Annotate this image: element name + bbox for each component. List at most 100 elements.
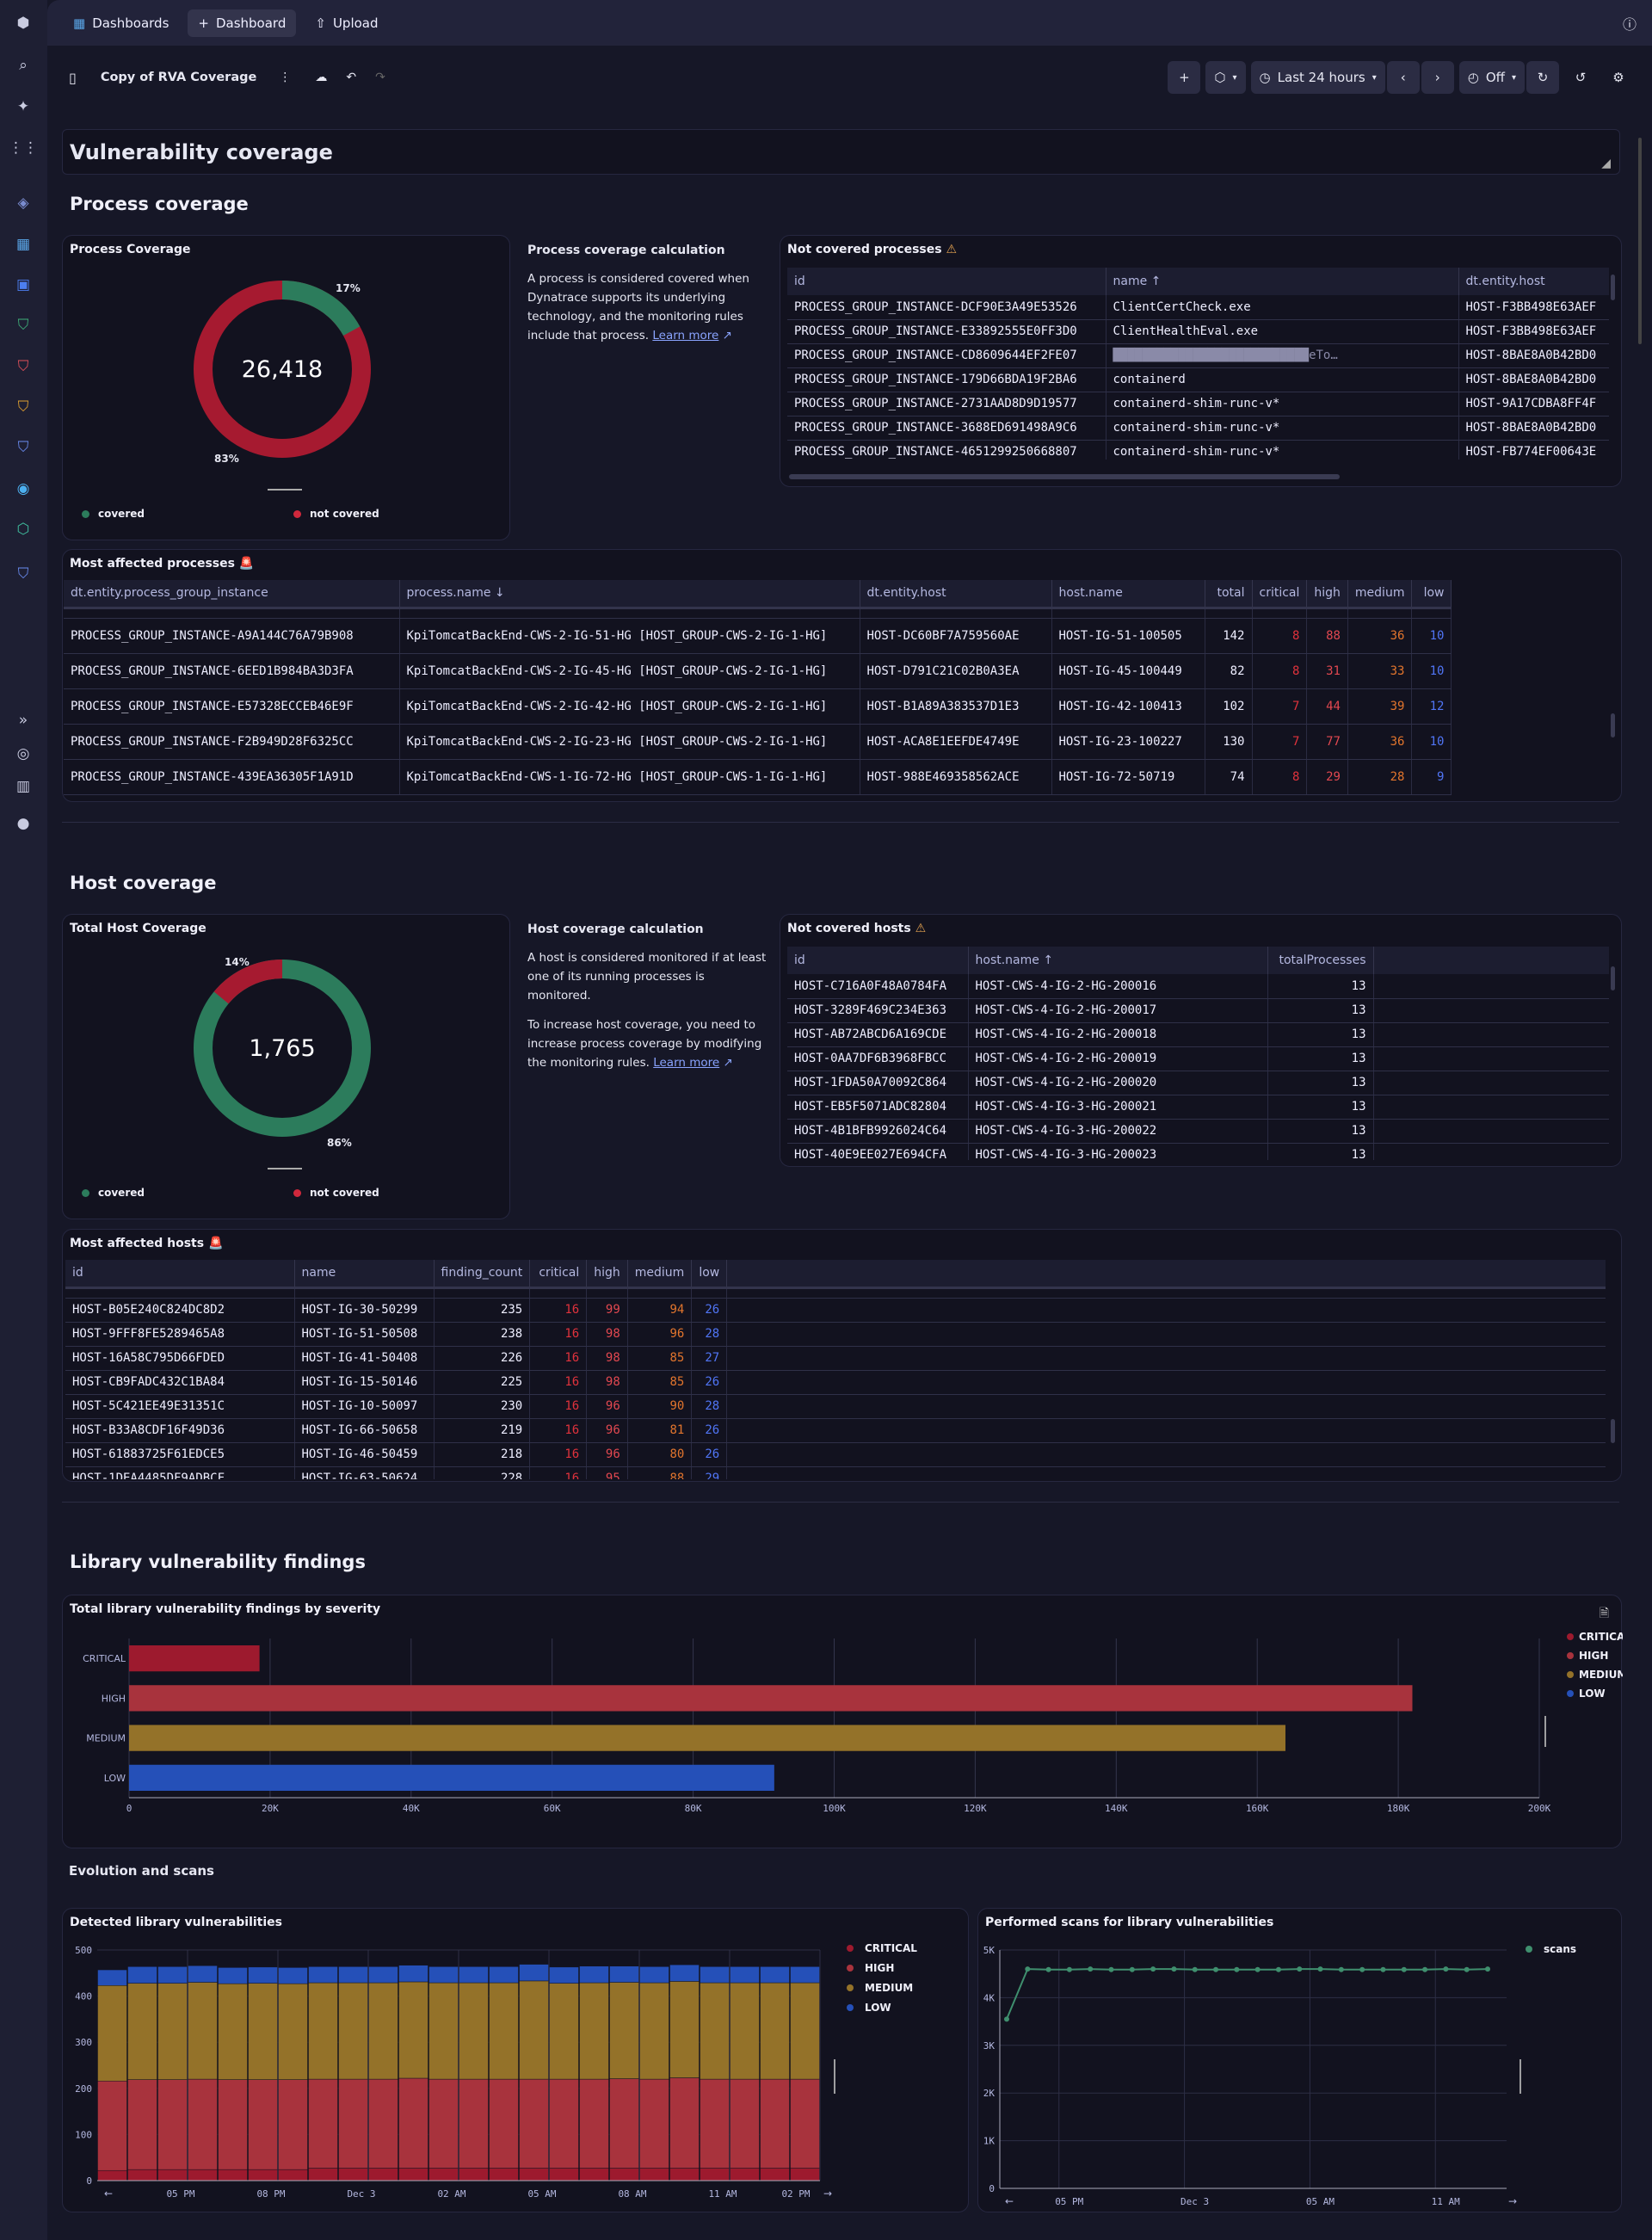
table-row[interactable]: HOST-C716A0F48A0784FA HOST-CWS-4-IG-2-HG-… bbox=[787, 974, 1609, 999]
table-row[interactable]: PROCESS_GROUP_INSTANCE-A9A144C76A79B908 K… bbox=[64, 618, 1452, 654]
column-header[interactable]: totalProcesses bbox=[1267, 947, 1374, 974]
column-header[interactable]: name bbox=[294, 1260, 435, 1287]
threat-app-icon[interactable]: ⛉ bbox=[17, 439, 29, 456]
resize-handle-icon[interactable]: ◢ bbox=[1601, 157, 1611, 170]
column-header[interactable]: id bbox=[65, 1260, 295, 1287]
refresh-button[interactable]: ↻ bbox=[1526, 61, 1559, 94]
legend-covered[interactable]: covered bbox=[82, 504, 145, 523]
table-row[interactable]: HOST-EB5F5071ADC82804 HOST-CWS-4-IG-3-HG-… bbox=[787, 1095, 1609, 1120]
column-header[interactable] bbox=[726, 1260, 1606, 1287]
observability-app-icon[interactable]: ◉ bbox=[16, 480, 30, 497]
table-row[interactable]: HOST-CB9FADC432C1BA84 HOST-IG-15-50146 225… bbox=[65, 1370, 1606, 1395]
add-tile-button[interactable]: + bbox=[1168, 61, 1201, 94]
table-row[interactable]: PROCESS_GROUP_INSTANCE-E57328ECCEB46E9F K… bbox=[64, 688, 1452, 725]
app-icon[interactable]: ▣ bbox=[15, 276, 31, 293]
settings-app-icon[interactable]: ⬡ bbox=[16, 521, 30, 538]
ai-sparkle-icon[interactable]: ✦ bbox=[16, 98, 30, 115]
sidebar-toggle-icon[interactable]: ▯ bbox=[69, 69, 77, 86]
more-options-icon[interactable]: ⋮ bbox=[279, 71, 292, 84]
column-header[interactable]: medium bbox=[1347, 580, 1413, 608]
dynatrace-logo-icon[interactable]: ⬢ bbox=[16, 15, 30, 32]
table-row[interactable]: PROCESS_GROUP_INSTANCE-179D66BDA19F2BA6 c… bbox=[787, 367, 1609, 392]
column-header[interactable]: dt.entity.host bbox=[860, 580, 1052, 608]
column-header[interactable]: process.name ↓ bbox=[399, 580, 860, 608]
horizontal-scrollbar[interactable] bbox=[789, 474, 1340, 479]
dashboard-name[interactable]: Copy of RVA Coverage bbox=[100, 71, 257, 84]
auto-refresh-selector[interactable]: ◴ Off ▾ bbox=[1458, 61, 1525, 94]
cloud-save-icon[interactable]: ☁ bbox=[315, 71, 328, 84]
dashboards-app-icon[interactable]: ▦ bbox=[15, 236, 31, 253]
help-icon[interactable]: ⓘ bbox=[1622, 15, 1637, 33]
history-icon[interactable]: ↺ bbox=[1575, 70, 1587, 85]
table-row[interactable]: HOST-B33A8CDF16F49D36 HOST-IG-66-50658 219… bbox=[65, 1418, 1606, 1443]
table-row[interactable]: HOST-16A58C795D66FDED HOST-IG-41-50408 226… bbox=[65, 1346, 1606, 1371]
table-row[interactable]: HOST-61883725F61EDCE5 HOST-IG-46-50459 218… bbox=[65, 1442, 1606, 1467]
settings-gear-icon[interactable]: ⚙ bbox=[1612, 70, 1624, 85]
search-icon[interactable]: ⌕ bbox=[19, 57, 28, 74]
column-header[interactable]: high bbox=[1306, 580, 1348, 608]
security-app-icon[interactable]: ⛉ bbox=[17, 358, 29, 375]
apps-grid-icon[interactable]: ⋮⋮ bbox=[9, 139, 38, 157]
table-row[interactable]: PROCESS_GROUP_INSTANCE-CD8609644EF2FE07 █… bbox=[787, 343, 1609, 368]
upload-button[interactable]: ⇧ Upload bbox=[305, 9, 388, 37]
legend-not-covered[interactable]: not covered bbox=[293, 1183, 379, 1202]
table-row[interactable]: PROCESS_GROUP_INSTANCE-3688ED691498A9C6 c… bbox=[787, 416, 1609, 441]
learn-more-link[interactable]: Learn more bbox=[653, 1056, 720, 1070]
table-row[interactable]: PROCESS_GROUP_INSTANCE-4651299250668807 c… bbox=[787, 440, 1609, 460]
column-header[interactable]: critical bbox=[1252, 580, 1308, 608]
column-header[interactable]: id bbox=[787, 947, 969, 974]
learn-more-link[interactable]: Learn more bbox=[652, 329, 719, 342]
table-row[interactable]: PROCESS_GROUP_INSTANCE-439EA36305F1A91D K… bbox=[64, 759, 1452, 795]
vertical-scrollbar[interactable] bbox=[1611, 966, 1615, 990]
segments-button[interactable]: ⬡ ▾ bbox=[1205, 61, 1246, 94]
vertical-scrollbar[interactable] bbox=[1611, 713, 1615, 737]
user-avatar-icon[interactable]: ● bbox=[16, 815, 30, 832]
document-icon[interactable]: 🗎 bbox=[1599, 1607, 1609, 1620]
table-row[interactable]: HOST-AB72ABCD6A169CDE HOST-CWS-4-IG-2-HG-… bbox=[787, 1022, 1609, 1047]
page-scrollbar[interactable] bbox=[1638, 138, 1642, 344]
table-row[interactable]: HOST-1DEA4485DF9ADBCF HOST-IG-63-50624 228… bbox=[65, 1466, 1606, 1479]
redo-icon[interactable]: ↷ bbox=[375, 71, 385, 84]
table-row[interactable]: HOST-B05E240C824DC8D2 HOST-IG-30-50299 235… bbox=[65, 1298, 1606, 1323]
column-header[interactable]: low bbox=[691, 1260, 728, 1287]
table-row[interactable]: PROCESS_GROUP_INSTANCE-F2B949D28F6325CC K… bbox=[64, 724, 1452, 760]
previous-timeframe-button[interactable]: ‹ bbox=[1386, 61, 1420, 94]
column-header[interactable] bbox=[1373, 947, 1609, 974]
undo-icon[interactable]: ↶ bbox=[346, 71, 357, 84]
table-row[interactable]: HOST-9FFF8FE5289465A8 HOST-IG-51-50508 238… bbox=[65, 1322, 1606, 1347]
vertical-scrollbar[interactable] bbox=[1611, 275, 1615, 300]
column-header[interactable]: dt.entity.host bbox=[1458, 268, 1609, 295]
column-header[interactable]: host.name ↑ bbox=[968, 947, 1268, 974]
table-row[interactable]: PROCESS_GROUP_INSTANCE-E33892555E0FF3D0 C… bbox=[787, 319, 1609, 344]
analytics-icon[interactable]: ▥ bbox=[15, 778, 31, 795]
table-row[interactable]: PROCESS_GROUP_INSTANCE-2731AAD8D9D19577 c… bbox=[787, 392, 1609, 417]
app-cube-icon[interactable]: ◈ bbox=[17, 194, 29, 212]
compliance-app-icon[interactable]: ⛉ bbox=[17, 565, 29, 583]
new-dashboard-button[interactable]: + Dashboard bbox=[188, 9, 297, 37]
column-header[interactable]: low bbox=[1411, 580, 1452, 608]
table-row[interactable]: HOST-40E9EE027E694CFA HOST-CWS-4-IG-3-HG-… bbox=[787, 1143, 1609, 1160]
support-icon[interactable]: ◎ bbox=[16, 745, 30, 762]
column-header[interactable]: id bbox=[787, 268, 1106, 295]
table-row[interactable]: HOST-0AA7DF6B3968FBCC HOST-CWS-4-IG-2-HG-… bbox=[787, 1046, 1609, 1071]
vulnerability-app-icon[interactable]: ⛉ bbox=[17, 398, 29, 416]
column-header[interactable]: host.name bbox=[1051, 580, 1205, 608]
column-header[interactable]: finding_count bbox=[434, 1260, 531, 1287]
column-header[interactable]: name ↑ bbox=[1106, 268, 1459, 295]
timeframe-selector[interactable]: ◷ Last 24 hours ▾ bbox=[1250, 61, 1385, 94]
legend-covered[interactable]: covered bbox=[82, 1183, 145, 1202]
column-header[interactable]: total bbox=[1205, 580, 1253, 608]
table-row[interactable]: HOST-5C421EE49E31351C HOST-IG-10-50097 230… bbox=[65, 1394, 1606, 1419]
legend-not-covered[interactable]: not covered bbox=[293, 504, 379, 523]
expand-chevrons-icon[interactable]: » bbox=[18, 712, 28, 729]
dashboards-nav-button[interactable]: ▦ Dashboards bbox=[63, 9, 179, 37]
vertical-scrollbar[interactable] bbox=[1611, 1419, 1615, 1443]
table-row[interactable]: PROCESS_GROUP_INSTANCE-6EED1B984BA3D3FA K… bbox=[64, 653, 1452, 689]
table-row[interactable]: PROCESS_GROUP_INSTANCE-DCF90E3A49E53526 C… bbox=[787, 295, 1609, 320]
table-row[interactable]: HOST-3289F469C234E363 HOST-CWS-4-IG-2-HG-… bbox=[787, 998, 1609, 1023]
column-header[interactable]: medium bbox=[627, 1260, 693, 1287]
column-header[interactable]: high bbox=[586, 1260, 628, 1287]
next-timeframe-button[interactable]: › bbox=[1421, 61, 1454, 94]
shield-app-icon[interactable]: ⛉ bbox=[17, 317, 29, 334]
table-row[interactable]: HOST-1FDA50A70092C864 HOST-CWS-4-IG-2-HG-… bbox=[787, 1071, 1609, 1095]
